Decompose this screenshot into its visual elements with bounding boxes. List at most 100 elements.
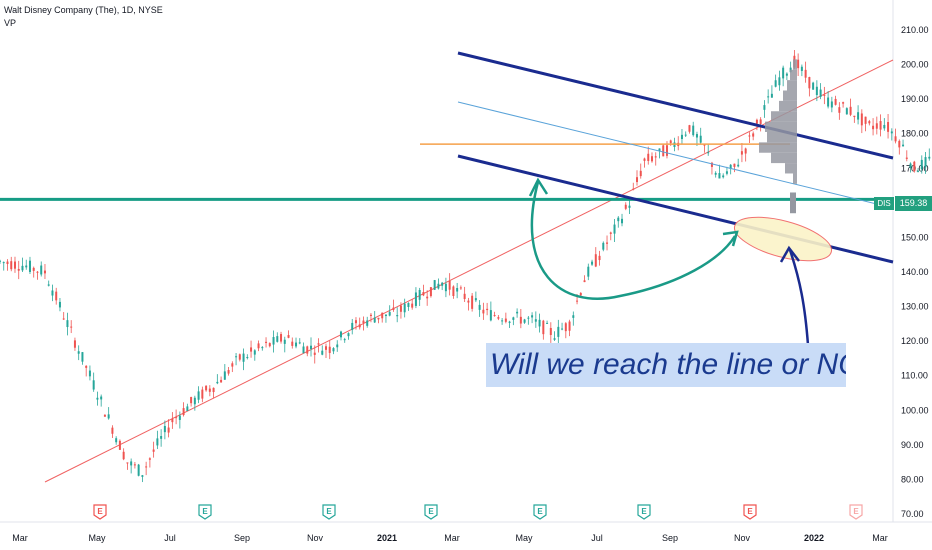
candle-body xyxy=(561,328,564,330)
candle-body xyxy=(73,340,76,348)
volume-profile-bar xyxy=(790,69,797,81)
candle-body xyxy=(534,319,537,322)
x-tick-label: May xyxy=(88,533,106,543)
indicator-label[interactable]: VP xyxy=(4,18,17,28)
candle-body xyxy=(894,136,897,142)
earnings-marker xyxy=(743,504,757,520)
candle-body xyxy=(845,108,848,115)
candle-body xyxy=(182,408,185,416)
candle-body xyxy=(621,218,624,224)
candle-body xyxy=(707,152,710,154)
candle-body xyxy=(122,451,125,460)
candle-body xyxy=(377,317,380,320)
candle-body xyxy=(898,140,901,148)
candle-body xyxy=(223,371,226,380)
candle-body xyxy=(804,69,807,78)
candle-body xyxy=(917,170,920,172)
candle-body xyxy=(594,254,597,267)
candle-body xyxy=(909,163,912,169)
x-tick-label: 2021 xyxy=(377,533,397,543)
candle-body xyxy=(238,354,241,360)
candle-body xyxy=(474,298,477,301)
candle-body xyxy=(235,356,238,358)
candle-body xyxy=(830,101,833,108)
candle-body xyxy=(486,308,489,311)
candle-body xyxy=(812,82,815,90)
candle-body xyxy=(759,119,762,124)
candle-body xyxy=(310,345,313,349)
candle-body xyxy=(497,317,500,319)
candle-body xyxy=(703,144,706,146)
candle-body xyxy=(718,173,721,179)
y-tick-label: 140.00 xyxy=(901,267,929,277)
candle-body xyxy=(729,164,732,169)
candle-body xyxy=(860,113,863,126)
candle-body xyxy=(890,131,893,134)
candle-body xyxy=(306,346,309,354)
candle-body xyxy=(212,387,215,393)
volume-profile-bar xyxy=(765,121,797,132)
candle-body xyxy=(748,135,751,137)
candle-body xyxy=(411,303,414,308)
y-tick-label: 200.00 xyxy=(901,60,929,70)
candle-body xyxy=(280,334,283,342)
candle-body xyxy=(130,461,133,466)
earnings-marker xyxy=(424,504,438,520)
candle-body xyxy=(587,266,590,277)
candle-body xyxy=(126,462,129,464)
candle-body xyxy=(268,343,271,347)
candle-body xyxy=(152,449,155,452)
candle-body xyxy=(137,464,140,476)
x-tick-label: May xyxy=(515,533,533,543)
candle-body xyxy=(669,140,672,144)
candle-body xyxy=(849,106,852,115)
candle-body xyxy=(767,96,770,98)
candle-body xyxy=(553,338,556,340)
candle-body xyxy=(512,317,515,320)
candle-body xyxy=(879,121,882,130)
candle-body xyxy=(81,352,84,362)
earnings-marker-label: E xyxy=(537,507,543,516)
candle-body xyxy=(654,156,657,158)
candle-body xyxy=(568,321,571,331)
candle-body xyxy=(392,307,395,310)
candle-body xyxy=(141,475,144,477)
rising-trendline xyxy=(44,59,894,483)
candle-body xyxy=(624,204,627,209)
y-tick-label: 130.00 xyxy=(901,302,929,312)
candle-body xyxy=(549,327,552,335)
candle-body xyxy=(710,162,713,167)
candle-body xyxy=(25,265,28,268)
candle-body xyxy=(313,352,316,355)
candle-body xyxy=(62,318,65,320)
candle-body xyxy=(905,157,908,159)
candle-body xyxy=(504,318,507,322)
candle-body xyxy=(272,337,275,345)
candle-body xyxy=(156,438,159,446)
candle-body xyxy=(755,119,758,124)
x-tick-label: Nov xyxy=(307,533,324,543)
candle-body xyxy=(441,282,444,286)
candle-body xyxy=(66,320,69,328)
y-tick-label: 90.00 xyxy=(901,440,924,450)
candle-body xyxy=(557,326,560,337)
candle-body xyxy=(403,303,406,313)
candle-body xyxy=(752,133,755,137)
candle-body xyxy=(190,397,193,404)
candle-body xyxy=(231,363,234,367)
candle-body xyxy=(88,370,91,377)
chart-header: Walt Disney Company (The), 1D, NYSE VP xyxy=(4,4,163,30)
volume-profile-bar xyxy=(793,59,797,70)
candle-body xyxy=(36,271,39,273)
candle-body xyxy=(77,351,80,354)
candle-body xyxy=(508,321,511,323)
y-tick-label: 180.00 xyxy=(901,129,929,139)
candle-body xyxy=(396,315,399,317)
candle-body xyxy=(70,326,73,328)
chart-title[interactable]: Walt Disney Company (The), 1D, NYSE xyxy=(4,5,163,15)
candle-body xyxy=(40,265,43,275)
volume-profile-bar xyxy=(785,163,797,174)
volume-profile-bar xyxy=(767,131,797,143)
